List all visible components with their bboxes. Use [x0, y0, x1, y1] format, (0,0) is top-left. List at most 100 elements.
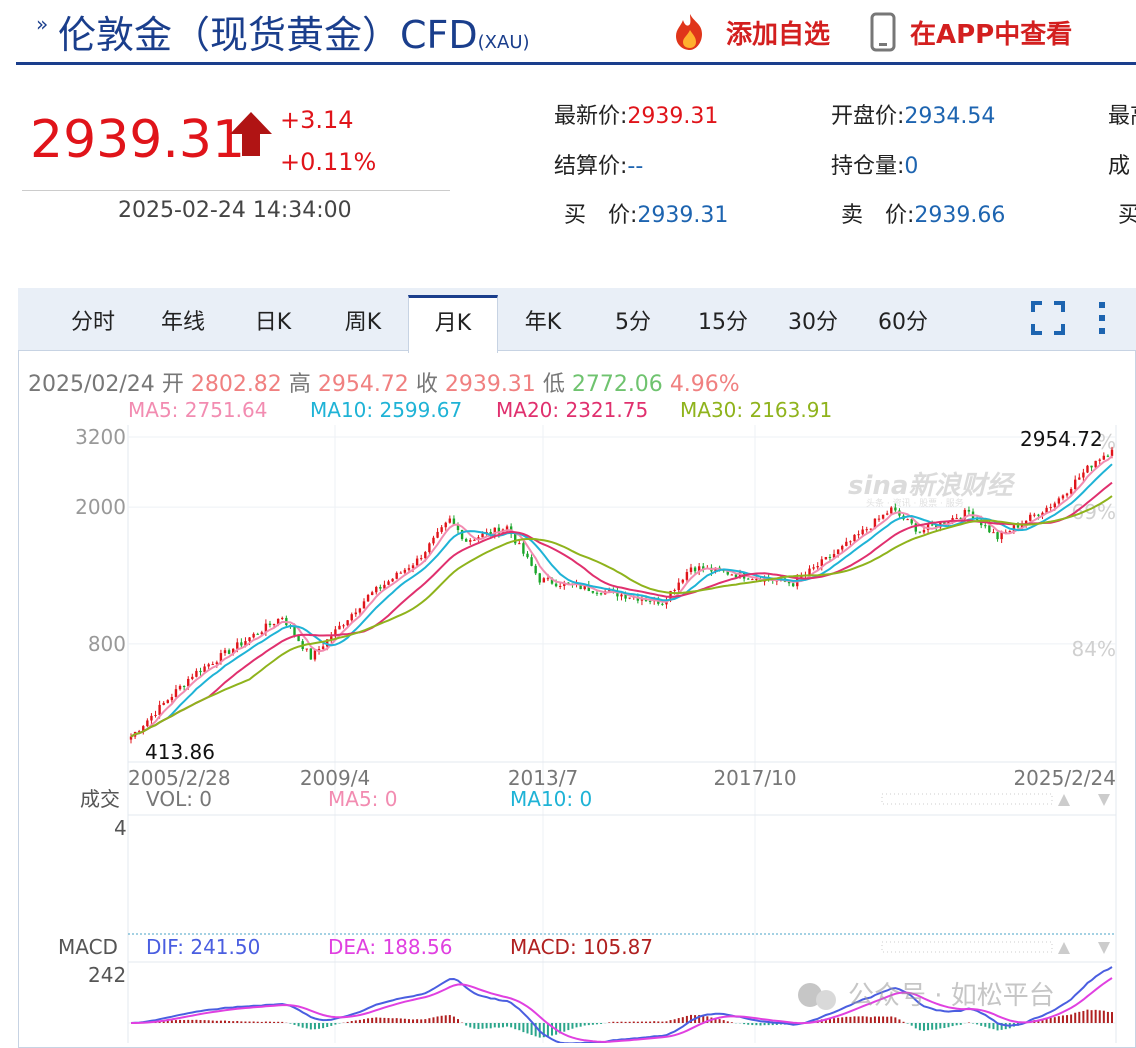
candle-body — [579, 583, 582, 590]
more-menu-icon[interactable] — [1094, 300, 1110, 336]
candle-body — [440, 527, 443, 532]
candle-body — [505, 526, 509, 530]
candle-body — [816, 566, 819, 568]
candle-body — [432, 537, 435, 544]
candle-body — [857, 534, 860, 536]
candle-body — [464, 539, 468, 542]
volume-axis-top: 4 — [114, 816, 127, 840]
candle-body — [677, 582, 680, 590]
candle-body — [918, 531, 922, 533]
candle-body — [354, 612, 358, 615]
ma30-line — [130, 495, 1113, 738]
candle-body — [366, 594, 370, 602]
candle-body — [853, 534, 856, 542]
tab-weekly-k[interactable]: 周K — [344, 310, 382, 335]
candle-body — [252, 633, 255, 638]
candle-body — [693, 567, 697, 572]
macd-dif: DIF: 241.50 — [146, 935, 260, 959]
candle-body — [648, 600, 652, 602]
candle-body — [538, 573, 541, 583]
candle-body — [808, 568, 811, 575]
title-marker-icon: » — [36, 12, 49, 36]
price-change-pct: +0.11% — [280, 148, 377, 176]
candle-body — [150, 715, 153, 721]
candle-body — [791, 583, 795, 587]
candle-body — [326, 639, 329, 647]
tab-daily-k[interactable]: 日K — [254, 310, 292, 335]
candle-body — [812, 567, 815, 569]
candle-body — [362, 601, 366, 609]
candle-body — [215, 662, 219, 665]
wechat-watermark: 公众号 · 如松平台 — [798, 981, 1055, 1011]
candle-body — [747, 578, 750, 580]
candle-body — [456, 524, 460, 530]
tab-year-line[interactable]: 年线 — [160, 310, 205, 335]
tab-60min[interactable]: 60分 — [878, 310, 928, 335]
chart-grid — [127, 425, 1117, 1043]
candle-body — [1061, 495, 1065, 499]
candle-body — [248, 637, 251, 642]
scroll-down-icon — [1098, 942, 1110, 954]
kline-low: 2772.06 — [571, 372, 663, 397]
candle-body — [1057, 498, 1061, 504]
arrow-up-icon — [230, 112, 272, 156]
candle-body — [608, 589, 611, 592]
header-divider — [16, 62, 1136, 65]
tab-intraday[interactable]: 分时 — [70, 310, 115, 335]
candle-body — [755, 578, 758, 580]
kline-close: 2939.31 — [444, 372, 536, 397]
macd-pager[interactable] — [881, 941, 1110, 954]
candle-body — [424, 552, 427, 559]
kline-open: 2802.82 — [190, 372, 282, 397]
candle-body — [616, 590, 619, 597]
candle-body — [996, 532, 999, 540]
quote-item: 开盘价:2934.54 — [831, 104, 996, 129]
add-watchlist-button[interactable]: 添加自选 — [668, 12, 830, 52]
tab-yearly-k[interactable]: 年K — [524, 310, 562, 335]
candle-body — [967, 509, 971, 512]
candle-body — [383, 584, 386, 589]
candle-body — [963, 509, 967, 519]
candle-body — [293, 626, 296, 636]
candle-body — [268, 623, 272, 625]
candle-body — [240, 642, 243, 646]
quote-item: 买 — [1118, 203, 1136, 228]
volume-ma10: MA10: 0 — [510, 787, 592, 811]
candle-body — [881, 514, 885, 519]
candle-body — [407, 568, 411, 570]
view-in-app-button[interactable]: 在APP中查看 — [870, 12, 1072, 52]
volume-pager[interactable] — [881, 793, 1110, 806]
candle-body — [1049, 507, 1052, 509]
candle-body — [219, 653, 223, 663]
tab-monthly-k[interactable]: 月K — [408, 295, 498, 353]
wechat-watermark-text: 公众号 · 如松平台 — [848, 981, 1055, 1011]
quote-item: 最高 — [1108, 104, 1136, 129]
candle-body — [297, 635, 300, 642]
candle-body — [787, 581, 791, 584]
fire-icon — [676, 14, 702, 50]
candle-body — [726, 571, 729, 575]
candle-body — [599, 593, 603, 595]
tab-30min[interactable]: 30分 — [788, 310, 838, 335]
tab-5min[interactable]: 5分 — [615, 310, 651, 335]
candle-body — [522, 543, 525, 554]
watermark-sub: 头条 · 资讯 · 股票 · 服务 — [866, 497, 964, 509]
candle-body — [1016, 525, 1020, 528]
candle-body — [628, 597, 631, 599]
candle-body — [223, 650, 227, 654]
candle-body — [751, 579, 754, 581]
kline-pct: 4.96% — [669, 372, 740, 397]
candle-body — [1078, 477, 1081, 480]
tab-15min[interactable]: 15分 — [698, 310, 748, 335]
volume-ma5: MA5: 0 — [328, 787, 397, 811]
candle-body — [154, 715, 157, 717]
candle-body — [1074, 479, 1077, 490]
candle-body — [595, 592, 599, 594]
candle-body — [702, 566, 705, 570]
candle-body — [395, 572, 398, 579]
period-tab-bar — [18, 288, 1136, 351]
fullscreen-icon[interactable] — [1030, 300, 1066, 336]
title-code: (XAU) — [477, 32, 530, 53]
legend-ma20: MA20: 2321.75 — [496, 398, 649, 422]
